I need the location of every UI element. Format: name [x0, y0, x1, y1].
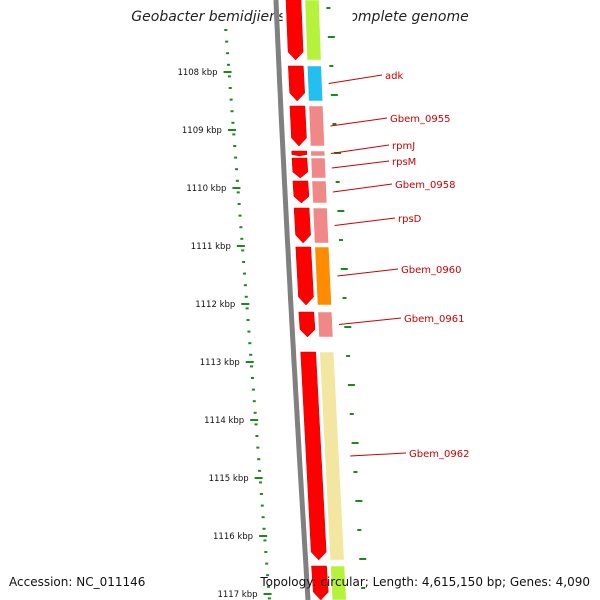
- gene-arrow: [311, 565, 329, 600]
- gene-label: Gbem_0958: [395, 180, 455, 191]
- gene-label-leader: [330, 144, 390, 154]
- tick-label: 1111 kbp: [191, 242, 231, 252]
- cog-box: [304, 0, 322, 61]
- gene-features: [285, 0, 347, 600]
- cog-box: [314, 246, 332, 306]
- tick-label: 1108 kbp: [177, 68, 217, 78]
- gene-label: rpsD: [398, 214, 422, 225]
- gene-arrow: [300, 351, 327, 561]
- gene-label-leader: [337, 268, 399, 277]
- gene-arrow: [291, 157, 309, 179]
- gene-label: Gbem_0961: [404, 314, 464, 325]
- cog-box: [308, 105, 325, 147]
- gene-label-leader: [331, 160, 390, 169]
- gene-arrow: [293, 207, 311, 244]
- gene-label-leader: [328, 74, 383, 84]
- tick-label: 1114 kbp: [204, 416, 244, 426]
- gene-label-leader: [330, 117, 388, 127]
- gene-arrow: [295, 246, 314, 306]
- cog-box: [312, 207, 329, 244]
- gene-label: rpsM: [392, 157, 416, 168]
- genome-backbone: [273, 0, 311, 600]
- gene-label: Gbem_0955: [390, 114, 450, 125]
- tick-label: 1112 kbp: [195, 300, 235, 310]
- tick-label: 1117 kbp: [217, 590, 257, 600]
- gene-arrow: [289, 105, 307, 147]
- gene-arrow: [288, 65, 305, 102]
- scale-ticks: 1108 kbp 1109 kbp 1110 kbp 1111 kbp 1112 kbp…: [177, 7, 367, 600]
- tick-label: 1109 kbp: [182, 126, 222, 136]
- gene-arrow: [292, 180, 310, 204]
- gene-labels: adk Gbem_0955 rpmJ rpsM Gbem_0958 rpsD Gbem_09…: [328, 71, 469, 460]
- gene-arrow: [291, 150, 308, 157]
- gene-label-leader: [332, 183, 393, 193]
- gene-arrow: [285, 0, 304, 61]
- gene-label: rpmJ: [392, 141, 415, 152]
- gene-label: Gbem_0962: [409, 449, 469, 460]
- genome-summary: Topology: circular; Length: 4,615,150 bp…: [260, 575, 590, 589]
- tick-label: 1113 kbp: [200, 358, 240, 368]
- gene-label: adk: [385, 71, 403, 82]
- gene-label-leader: [350, 452, 407, 457]
- gene-label: Gbem_0960: [401, 265, 461, 276]
- cog-box: [310, 157, 327, 179]
- gene-arrow: [298, 311, 316, 338]
- cog-box: [319, 351, 345, 561]
- tick-label: 1110 kbp: [186, 184, 226, 194]
- cog-box: [317, 311, 334, 338]
- tick-label: 1116 kbp: [213, 532, 253, 542]
- gene-label-leader: [334, 217, 396, 226]
- cog-box: [311, 180, 328, 204]
- cog-box: [310, 150, 326, 157]
- cog-box: [307, 65, 323, 102]
- gene-label-leader: [338, 317, 402, 325]
- tick-label: 1115 kbp: [209, 474, 249, 484]
- cog-box: [330, 565, 347, 600]
- accession-label: Accession: NC_011146: [9, 575, 146, 589]
